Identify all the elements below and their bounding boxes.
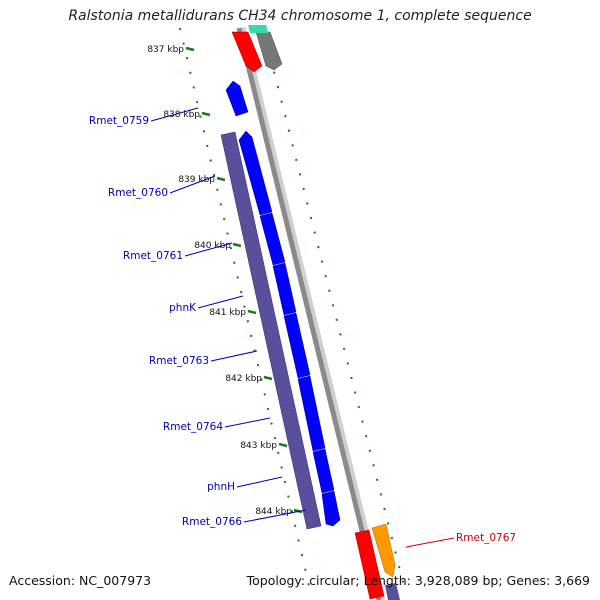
gene-labels: Rmet_0759 Rmet_0760 Rmet_0761 phnK Rmet_0763… <box>89 107 516 548</box>
gene-red-bottom[interactable] <box>354 529 385 600</box>
label-leader-line <box>150 107 199 122</box>
inner-gene[interactable] <box>312 448 335 494</box>
tick-mark <box>201 111 211 117</box>
inner-gene[interactable] <box>321 490 341 527</box>
gene-label-Rmet_0760[interactable]: Rmet_0760 <box>108 187 168 199</box>
label-leader-line <box>243 509 307 523</box>
gene-outer-band[interactable] <box>220 131 322 530</box>
inner-gene[interactable] <box>283 312 311 379</box>
tick-mark <box>185 46 195 52</box>
backbone <box>236 27 382 600</box>
tick-label: 843 kbp <box>240 441 277 451</box>
gene-label-Rmet_0763[interactable]: Rmet_0763 <box>149 355 209 367</box>
label-leader-line <box>210 350 258 362</box>
inner-gene[interactable] <box>297 375 326 452</box>
tick-mark <box>216 176 226 182</box>
inner-gene[interactable] <box>238 130 273 216</box>
inner-gene[interactable] <box>272 262 297 316</box>
gene-orange-bottom[interactable] <box>371 523 396 578</box>
gene-label-phnK[interactable]: phnK <box>169 302 197 314</box>
accession-text: Accession: NC_007973 <box>9 573 152 588</box>
gene-label-Rmet_0767[interactable]: Rmet_0767 <box>456 532 516 544</box>
topology-text: Topology: circular; Length: 3,928,089 bp… <box>246 573 590 588</box>
gene-blue-small[interactable] <box>225 80 249 117</box>
tick-label: 837 kbp <box>147 45 184 55</box>
tick-mark <box>263 375 273 381</box>
tick-label: 844 kbp <box>255 507 292 517</box>
label-leader-line <box>224 417 271 428</box>
gene-label-Rmet_0764[interactable]: Rmet_0764 <box>163 421 223 433</box>
tick-marks: 837 kbp 838 kbp 839 kbp 840 kbp 841 kbp 842 k… <box>147 45 303 517</box>
label-leader-line <box>405 537 455 548</box>
gene-label-Rmet_0761[interactable]: Rmet_0761 <box>123 250 183 262</box>
inner-gene-series <box>238 130 341 527</box>
label-leader-line <box>236 476 283 488</box>
gene-label-Rmet_0766[interactable]: Rmet_0766 <box>182 516 242 528</box>
tick-label: 840 kbp <box>194 241 231 251</box>
map-title: Ralstonia metallidurans CH34 chromosome … <box>68 8 532 24</box>
gene-red-top[interactable] <box>231 31 263 73</box>
tick-label: 842 kbp <box>225 374 262 384</box>
tick-mark <box>278 442 288 448</box>
gene-label-phnH[interactable]: phnH <box>207 481 235 493</box>
tick-label: 839 kbp <box>178 175 215 185</box>
label-leader-line <box>184 242 233 257</box>
tick-mark <box>293 508 303 514</box>
tick-mark <box>247 309 257 315</box>
tick-label: 841 kbp <box>209 308 246 318</box>
tick-mark <box>232 242 242 248</box>
gene-label-Rmet_0759[interactable]: Rmet_0759 <box>89 115 149 127</box>
gene-purple-bottom[interactable] <box>385 583 400 600</box>
tick-label: 838 kbp <box>163 110 200 120</box>
gene-teal-top[interactable] <box>248 25 268 33</box>
label-leader-line <box>169 175 216 194</box>
inner-gene[interactable] <box>259 212 286 266</box>
outer-dotted-guide <box>179 27 311 591</box>
label-leader-line <box>197 295 244 309</box>
